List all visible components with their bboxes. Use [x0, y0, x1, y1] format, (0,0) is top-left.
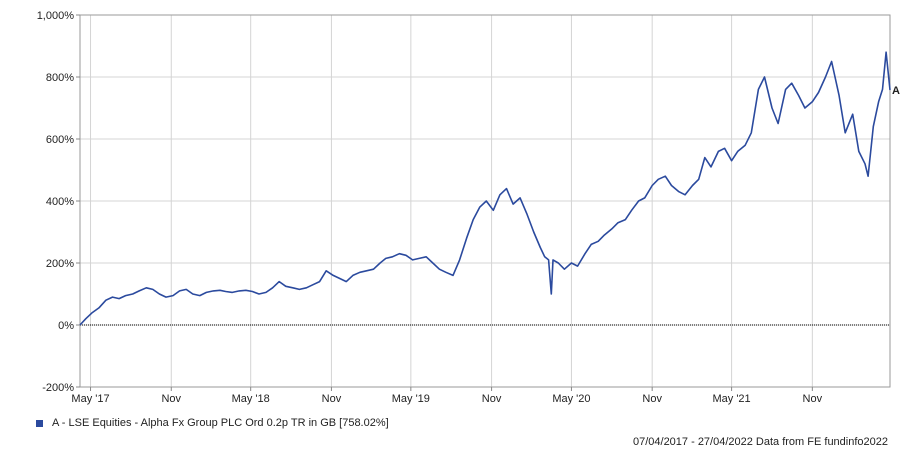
y-tick-label: 200% [46, 258, 74, 270]
x-tick-label: May '18 [232, 393, 270, 405]
y-tick-label: 800% [46, 72, 74, 84]
x-axis-ticks: May '17 Nov May '18 Nov May '19 Nov May '20 Nov… [71, 387, 823, 405]
x-tick-label: Nov [482, 393, 502, 405]
y-tick-label: 0% [58, 320, 74, 332]
y-tick-label: 1,000% [37, 10, 75, 22]
x-tick-label: Nov [803, 393, 823, 405]
date-range-footer: 07/04/2017 - 27/04/2022 Data from FE fun… [632, 436, 888, 448]
x-tick-label: Nov [642, 393, 662, 405]
legend-label: A - LSE Equities - Alpha Fx Group PLC Or… [52, 417, 389, 429]
series-layer: A [79, 51, 900, 326]
y-tick-label: 600% [46, 134, 74, 146]
x-tick-label: May '21 [713, 393, 751, 405]
x-tick-label: May '20 [552, 393, 590, 405]
series-end-label: A [892, 85, 900, 97]
y-axis-ticks: -200% 0% 200% 400% 600% 800% 1,000% [37, 10, 80, 394]
series-line [79, 51, 891, 326]
x-tick-label: Nov [161, 393, 181, 405]
legend: A - LSE Equities - Alpha Fx Group PLC Or… [36, 417, 389, 429]
legend-swatch [36, 419, 43, 427]
x-tick-label: May '19 [392, 393, 430, 405]
grid-lines [80, 14, 890, 388]
y-tick-label: -200% [42, 382, 74, 394]
x-tick-label: May '17 [71, 393, 109, 405]
y-tick-label: 400% [46, 196, 74, 208]
x-tick-label: Nov [322, 393, 342, 405]
